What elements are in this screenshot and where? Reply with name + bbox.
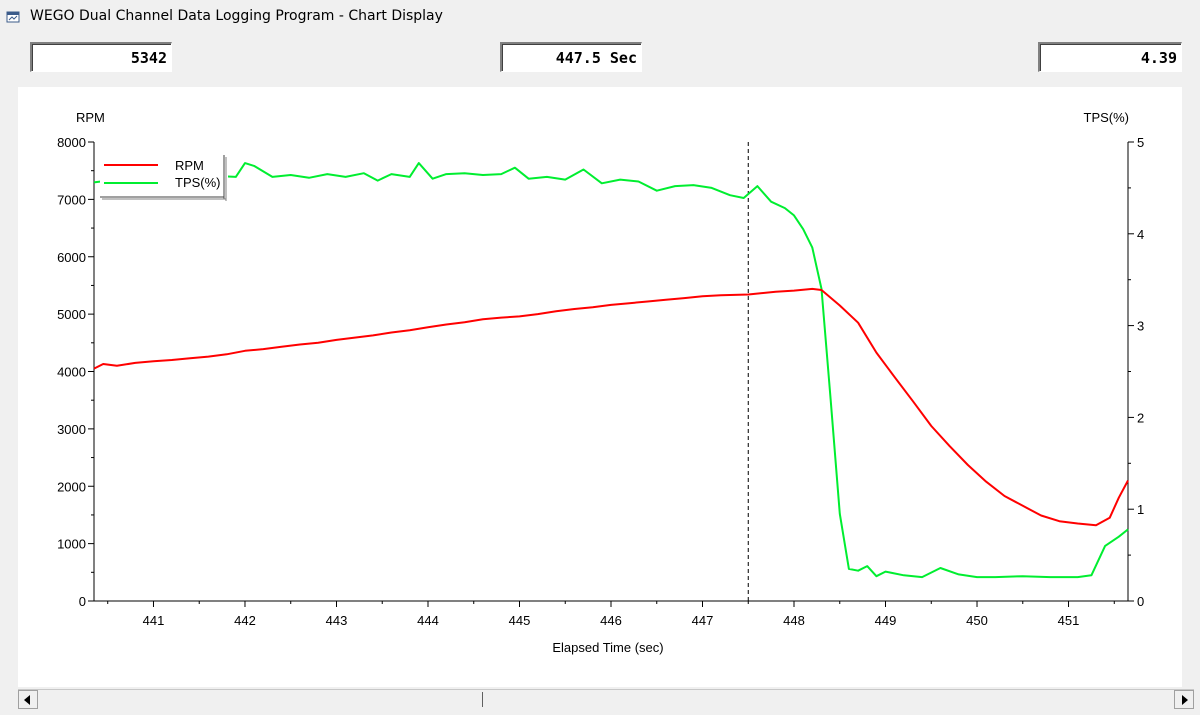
y-axis-right-label: TPS(%) [1084, 110, 1130, 125]
chart-svg[interactable]: RPM TPS(%) Elapsed Time (sec) 0 1000 2000 3… [18, 87, 1182, 687]
y-left-tick-label: 3000 [57, 422, 86, 437]
x-tick-label: 451 [1058, 613, 1080, 628]
x-tick-label: 442 [234, 613, 256, 628]
legend-rpm-label: RPM [175, 158, 204, 173]
app-icon [6, 10, 20, 23]
y-axis-left-label: RPM [76, 110, 105, 125]
x-tick-label: 448 [783, 613, 805, 628]
x-axis-label: Elapsed Time (sec) [552, 640, 663, 655]
y-left-tick-label: 4000 [57, 365, 86, 380]
legend-tps-label: TPS(%) [175, 175, 221, 190]
legend: RPM TPS(%) [100, 155, 228, 201]
horizontal-scrollbar[interactable] [18, 689, 1194, 710]
window-title: WEGO Dual Channel Data Logging Program -… [30, 8, 443, 24]
y-right-tick-label: 3 [1137, 319, 1144, 334]
rpm-readout: 5342 [30, 42, 172, 72]
rpm-series-line [93, 287, 1129, 527]
arrow-left-icon [24, 695, 30, 705]
y-right-tick-label: 0 [1137, 594, 1144, 609]
x-tick-label: 441 [143, 613, 165, 628]
y-left-tick-label: 7000 [57, 192, 86, 207]
x-tick-label: 447 [692, 613, 714, 628]
y-left-tick-label: 8000 [57, 135, 86, 150]
y-right-tick-label: 1 [1137, 502, 1144, 517]
scrollbar-thumb[interactable] [482, 692, 483, 707]
plot-lines [93, 162, 1129, 579]
y-left-tick-label: 2000 [57, 479, 86, 494]
y-left-tick-label: 5000 [57, 307, 86, 322]
scroll-left-button[interactable] [18, 690, 38, 709]
x-tick-label: 444 [417, 613, 439, 628]
scroll-right-button[interactable] [1174, 690, 1194, 709]
x-tick-label: 446 [600, 613, 622, 628]
y-right-tick-label: 4 [1137, 227, 1144, 242]
x-tick-label: 450 [966, 613, 988, 628]
tps-series-line [93, 162, 1129, 579]
y-left-tick-label: 0 [79, 594, 86, 609]
axes: 0 1000 2000 3000 4000 5000 6000 7000 8000 0 1 2 3 4 5 4… [57, 135, 1144, 628]
x-tick-label: 443 [326, 613, 348, 628]
y-right-tick-label: 2 [1137, 410, 1144, 425]
title-bar: WEGO Dual Channel Data Logging Program -… [0, 0, 1200, 34]
y-left-tick-label: 1000 [57, 537, 86, 552]
y-right-tick-label: 5 [1137, 135, 1144, 150]
y-left-tick-label: 6000 [57, 250, 86, 265]
arrow-right-icon [1182, 695, 1188, 705]
time-readout: 447.5 Sec [500, 42, 642, 72]
x-tick-label: 449 [875, 613, 897, 628]
x-tick-label: 445 [509, 613, 531, 628]
tps-readout: 4.39 [1038, 42, 1182, 72]
chart-area[interactable]: RPM TPS(%) Elapsed Time (sec) 0 1000 2000 3… [18, 87, 1182, 687]
